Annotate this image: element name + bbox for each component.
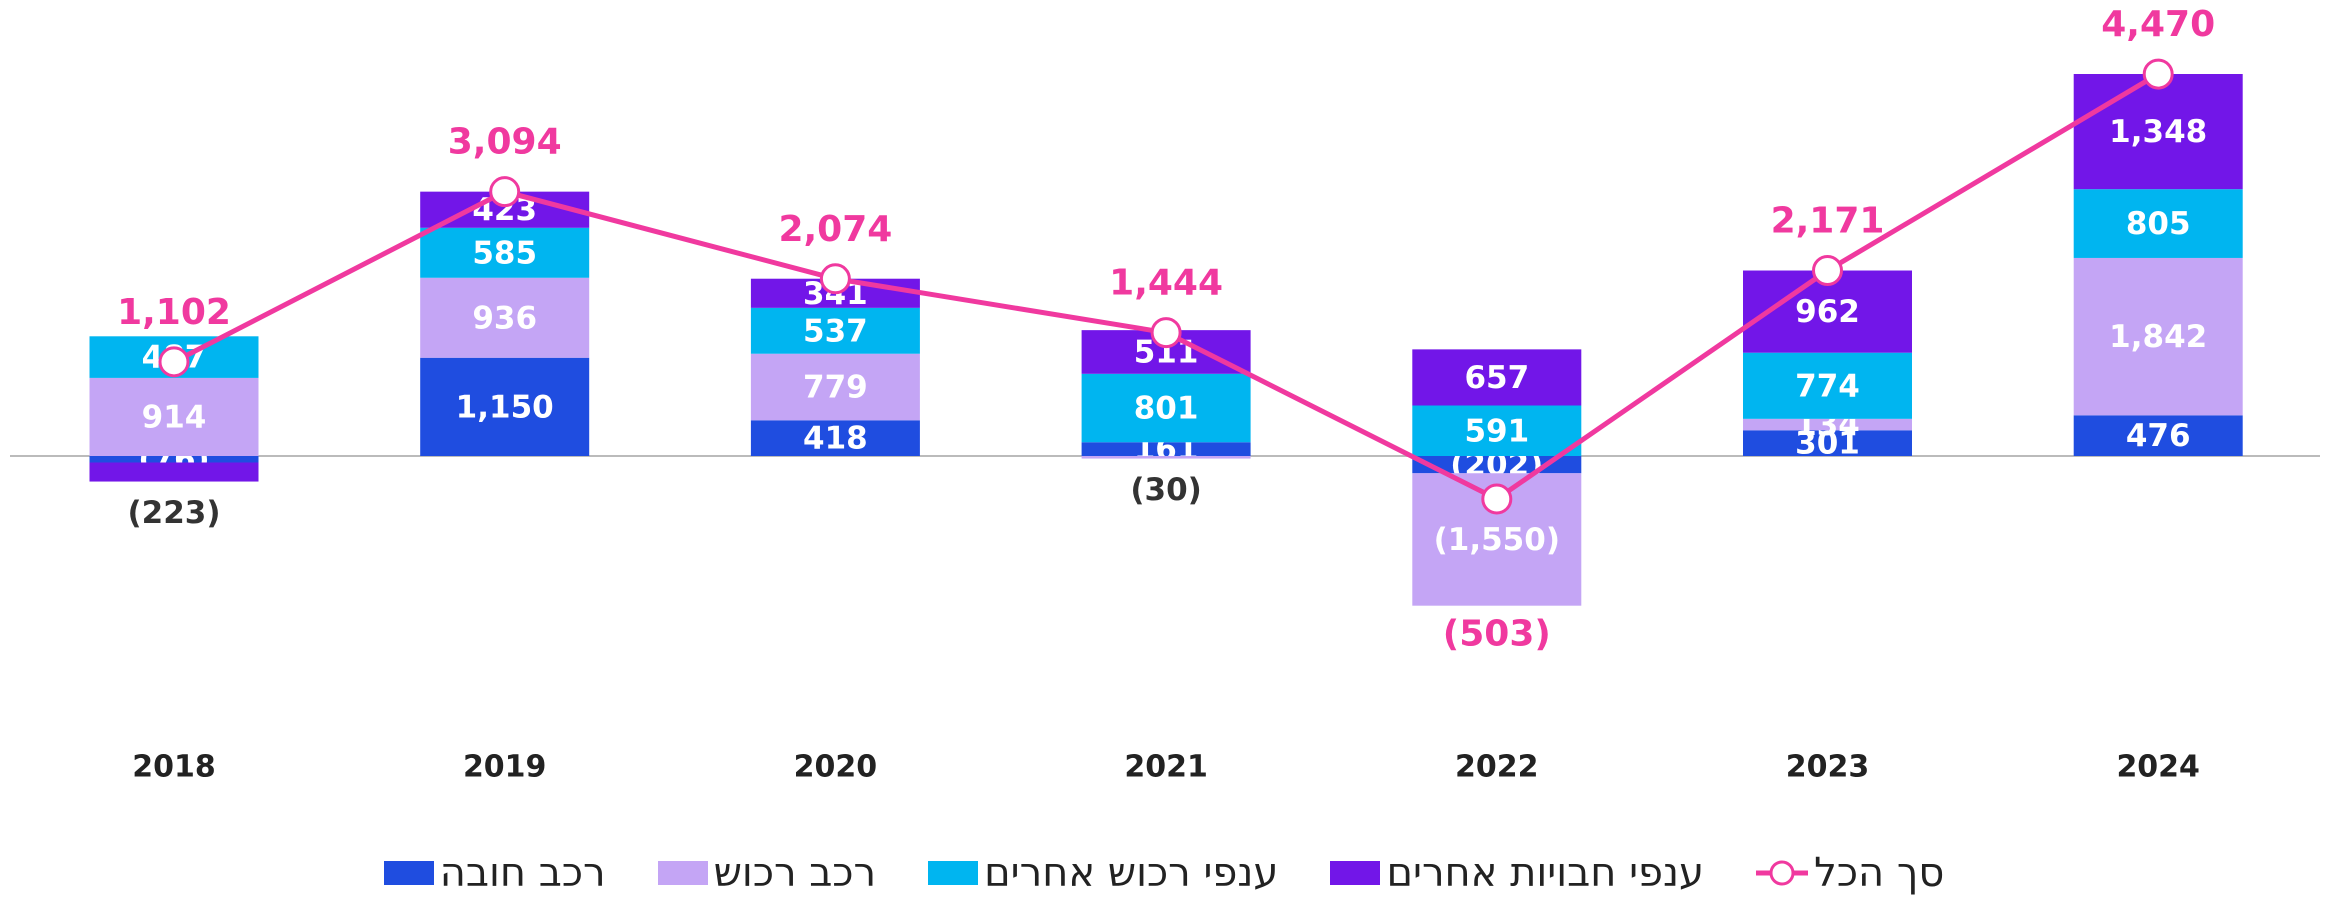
total-marker [1481,483,1513,515]
legend-item: רכב חובה [383,850,606,896]
x-tick-label: 2019 [463,750,547,785]
total-marker [2142,58,2174,90]
legend-item: רכב רכוש [657,850,877,896]
legend-label: ענפי חבויות אחרים [1386,850,1705,896]
legend-swatch [1756,860,1809,886]
data-label: 657 [1464,360,1529,396]
data-label: (223) [127,495,220,531]
bar-segment [2073,257,2243,416]
data-label: 914 [142,399,207,435]
total-marker [1812,255,1843,287]
data-label: 585 [472,235,537,271]
bar-segment [89,377,259,456]
bar-segment [420,227,590,278]
total-label: 2,074 [778,209,892,250]
legend: רכב חובה רכב רכוש ענפי רכוש אחרים ענפי חבוי… [0,850,2328,896]
bar-segment [420,277,590,358]
legend-item: ענפי חבויות אחרים [1330,850,1704,896]
legend-label: רכב חובה [439,850,606,896]
x-tick-label: 2020 [794,750,878,785]
total-marker [1150,317,1182,349]
x-tick-label: 2021 [1124,750,1208,785]
bar-segment [89,462,259,482]
x-tick-label: 2024 [2116,750,2200,785]
legend-label: רכב רכוש [713,850,877,896]
data-label: 801 [1134,391,1199,427]
data-label: 962 [1795,294,1860,330]
data-label: (30) [1130,472,1201,508]
total-marker [158,346,190,378]
bar-segment [2073,74,2243,190]
bar-segment [1412,405,1582,456]
bar-segment [750,307,920,354]
data-label: 1,842 [2109,319,2207,355]
legend-label: סך הכל [1814,850,1945,896]
bar-segment [1743,418,1912,431]
legend-swatch [928,861,979,885]
bar-segment [89,456,259,463]
legend-item: סך הכל [1756,850,1944,896]
data-label: 591 [1464,413,1529,449]
data-label: (1,550) [1434,522,1560,558]
total-label: 3,094 [448,122,562,163]
bar-segment [1743,352,1912,419]
data-label: 537 [803,313,868,349]
bar-segment [750,420,920,456]
chart: (76)914487(223)20181,1509365854232019418… [10,4,2320,785]
bar-segment [2073,189,2243,258]
total-label: 4,470 [2101,4,2215,45]
total-label: 1,444 [1109,263,1223,304]
total-label: 2,171 [1771,201,1885,242]
data-label: 779 [803,370,868,406]
x-tick-label: 2018 [132,750,216,785]
data-label: 476 [2126,418,2191,454]
data-label: 774 [1795,368,1860,404]
x-tick-label: 2023 [1786,750,1870,785]
total-marker [819,263,851,295]
bar-segment [1081,373,1251,443]
data-label: 1,150 [456,389,554,425]
bar-segment [2073,415,2243,456]
bar-segment [1081,442,1251,456]
legend-swatch [383,861,434,885]
data-label: 805 [2126,206,2191,242]
data-label: 301 [1795,426,1860,462]
data-label: 418 [803,421,868,457]
legend-swatch [657,861,708,885]
data-label: 1,348 [2109,114,2207,150]
total-label: (503) [1443,614,1551,655]
legend-swatch [1330,861,1381,885]
total-marker [489,176,521,208]
bar-segment [1081,456,1251,459]
bar-segment [750,353,920,421]
legend-item: ענפי רכוש אחרים [928,850,1278,896]
bar-segment [1412,349,1582,406]
legend-label: ענפי רכוש אחרים [984,850,1279,896]
total-label: 1,102 [117,292,231,333]
bar-segment [1743,430,1912,456]
x-tick-label: 2022 [1455,750,1539,785]
data-label: 936 [472,300,537,336]
bar-segment [420,357,590,456]
